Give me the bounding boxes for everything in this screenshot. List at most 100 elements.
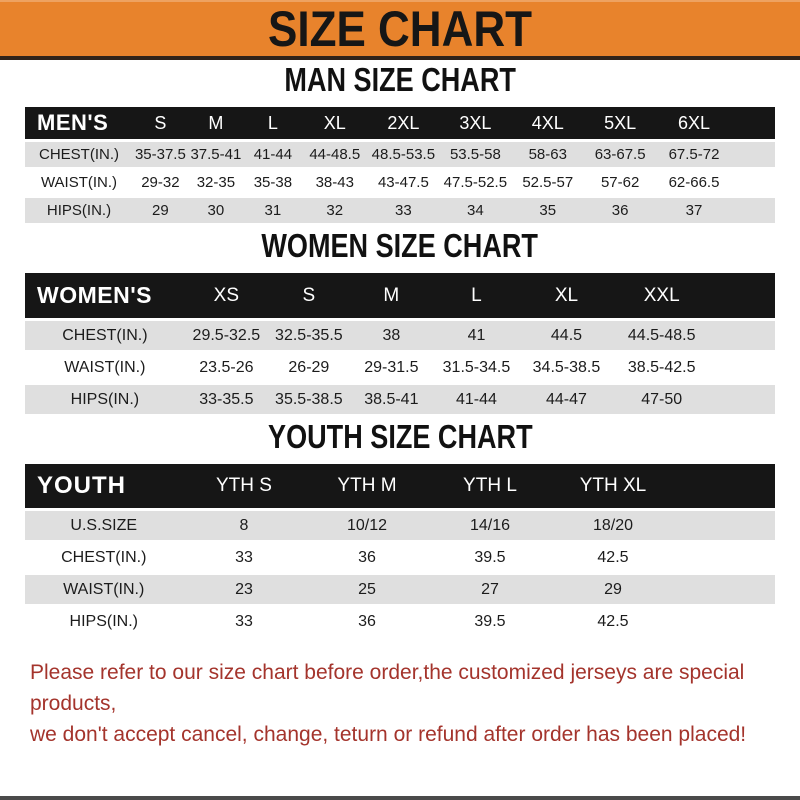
youth-section-title-text: YOUTH SIZE CHART	[267, 418, 533, 455]
women-chest-row: CHEST(IN.) 29.5-32.5 32.5-35.5 38 41 44.…	[25, 321, 775, 350]
size-cell: 41-44	[244, 142, 302, 167]
size-cell: 57-62	[583, 170, 657, 195]
size-cell: 8	[182, 511, 306, 540]
row-label: HIPS(IN.)	[25, 607, 183, 636]
size-cell: 62-66.5	[656, 170, 732, 195]
size-cell: 30	[187, 198, 244, 223]
size-cell: 23.5-26	[184, 353, 268, 382]
size-cell: 31.5-34.5	[432, 353, 520, 382]
size-cell: 10/12	[305, 511, 429, 540]
size-cell: 29	[551, 575, 675, 604]
women-section-title-text: WOMEN SIZE CHART	[261, 227, 539, 264]
row-label: HIPS(IN.)	[25, 385, 185, 414]
size-cell: 41-44	[432, 385, 520, 414]
size-cell: 14/16	[428, 511, 552, 540]
size-cell: 36	[583, 198, 657, 223]
youth-chest-row: CHEST(IN.) 33 36 39.5 42.5	[25, 543, 775, 572]
size-cell: 35-37.5	[133, 142, 188, 167]
youth-section-title: YOUTH SIZE CHART	[0, 417, 800, 461]
size-cell: 36	[305, 607, 429, 636]
youth-col-header: YTH S	[182, 464, 306, 508]
size-cell: 44.5	[519, 321, 613, 350]
men-size-table: MEN'S S M L XL 2XL 3XL 4XL 5XL 6XL CHEST…	[25, 104, 775, 226]
size-cell: 33	[182, 543, 306, 572]
women-table-label: WOMEN'S	[25, 273, 185, 318]
size-cell: 29-31.5	[349, 353, 433, 382]
cell-spacer	[674, 511, 775, 540]
size-cell: 41	[432, 321, 520, 350]
size-cell: 53.5-58	[439, 142, 512, 167]
size-cell: 37	[656, 198, 732, 223]
banner-title: SIZE CHART	[268, 1, 532, 57]
size-cell: 58-63	[511, 142, 584, 167]
header-spacer	[710, 273, 775, 318]
cell-spacer	[731, 170, 775, 195]
size-cell: 32.5-35.5	[267, 321, 350, 350]
row-label: WAIST(IN.)	[25, 353, 185, 382]
size-cell: 23	[182, 575, 306, 604]
disclaimer-line-2: we don't accept cancel, change, teturn o…	[30, 723, 747, 746]
row-label: U.S.SIZE	[25, 511, 183, 540]
men-hips-row: HIPS(IN.) 29 30 31 32 33 34 35 36 37	[25, 198, 775, 223]
size-cell: 63-67.5	[583, 142, 657, 167]
women-col-header: XL	[519, 273, 613, 318]
row-label: WAIST(IN.)	[25, 170, 133, 195]
size-cell: 39.5	[428, 543, 552, 572]
size-cell: 33	[182, 607, 306, 636]
men-col-header: 2XL	[367, 107, 439, 139]
men-col-header: 4XL	[511, 107, 584, 139]
cell-spacer	[710, 321, 775, 350]
men-chest-row: CHEST(IN.) 35-37.5 37.5-41 41-44 44-48.5…	[25, 142, 775, 167]
men-section-title-text: MAN SIZE CHART	[284, 61, 516, 98]
row-label: WAIST(IN.)	[25, 575, 183, 604]
men-col-header: XL	[301, 107, 368, 139]
size-cell: 67.5-72	[656, 142, 732, 167]
men-section-title: MAN SIZE CHART	[0, 60, 800, 104]
size-cell: 29.5-32.5	[184, 321, 268, 350]
size-cell: 38.5-42.5	[612, 353, 711, 382]
men-col-header: 6XL	[656, 107, 732, 139]
size-cell: 29	[133, 198, 188, 223]
men-col-header: S	[133, 107, 188, 139]
women-col-header: XS	[184, 273, 268, 318]
size-cell: 35.5-38.5	[267, 385, 350, 414]
women-section-title: WOMEN SIZE CHART	[0, 226, 800, 270]
youth-hips-row: HIPS(IN.) 33 36 39.5 42.5	[25, 607, 775, 636]
women-waist-row: WAIST(IN.) 23.5-26 26-29 29-31.5 31.5-34…	[25, 353, 775, 382]
cell-spacer	[731, 142, 775, 167]
bottom-border-strip	[0, 796, 800, 800]
size-cell: 43-47.5	[367, 170, 439, 195]
size-cell: 27	[428, 575, 552, 604]
row-label: HIPS(IN.)	[25, 198, 133, 223]
men-col-header: L	[244, 107, 302, 139]
youth-ussize-row: U.S.SIZE 8 10/12 14/16 18/20	[25, 511, 775, 540]
size-cell: 38	[349, 321, 433, 350]
men-col-header: 3XL	[439, 107, 512, 139]
size-cell: 33	[367, 198, 439, 223]
size-cell: 44-48.5	[301, 142, 368, 167]
men-col-header: 5XL	[583, 107, 657, 139]
size-cell: 38.5-41	[349, 385, 433, 414]
women-size-table: WOMEN'S XS S M L XL XXL CHEST(IN.) 29.5-…	[25, 270, 775, 417]
size-chart-banner: SIZE CHART	[0, 0, 800, 60]
youth-table-label: YOUTH	[25, 464, 183, 508]
size-cell: 37.5-41	[187, 142, 244, 167]
size-cell: 36	[305, 543, 429, 572]
size-cell: 18/20	[551, 511, 675, 540]
cell-spacer	[674, 607, 775, 636]
cell-spacer	[674, 575, 775, 604]
youth-header-row: YOUTH YTH S YTH M YTH L YTH XL	[25, 464, 775, 508]
size-cell: 44.5-48.5	[612, 321, 711, 350]
youth-size-table: YOUTH YTH S YTH M YTH L YTH XL U.S.SIZE …	[25, 461, 775, 639]
header-spacer	[674, 464, 775, 508]
youth-col-header: YTH M	[305, 464, 429, 508]
size-cell: 44-47	[519, 385, 613, 414]
size-cell: 34	[439, 198, 512, 223]
disclaimer-line-1: Please refer to our size chart before or…	[30, 661, 745, 715]
women-hips-row: HIPS(IN.) 33-35.5 35.5-38.5 38.5-41 41-4…	[25, 385, 775, 414]
size-cell: 39.5	[428, 607, 552, 636]
size-cell: 29-32	[133, 170, 188, 195]
size-cell: 38-43	[301, 170, 368, 195]
row-label: CHEST(IN.)	[25, 142, 133, 167]
youth-col-header: YTH XL	[551, 464, 675, 508]
